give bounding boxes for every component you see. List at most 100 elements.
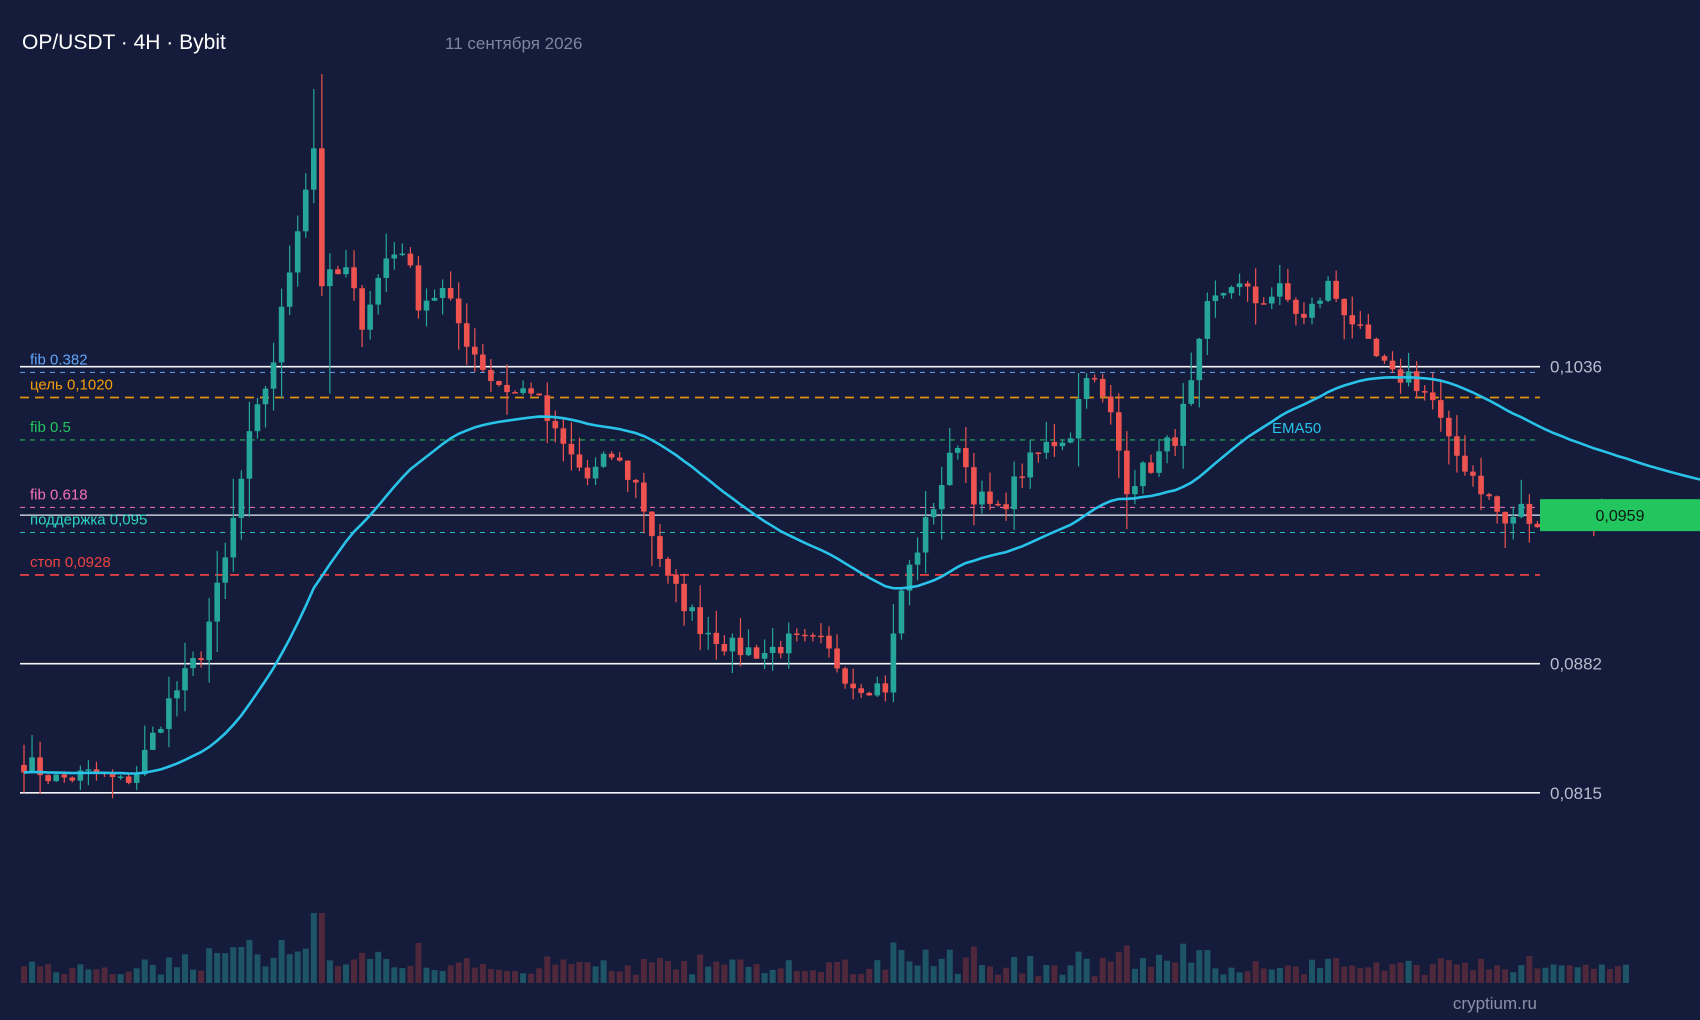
candle-body — [383, 258, 390, 278]
candle — [633, 479, 639, 498]
candle-body — [882, 683, 889, 693]
volume-bar — [600, 960, 607, 983]
volume-bar — [705, 966, 712, 983]
candle — [286, 245, 293, 316]
volume-bar — [1590, 968, 1597, 983]
candle-body — [922, 517, 929, 553]
volume-bar — [697, 954, 704, 983]
candle — [1413, 361, 1420, 399]
volume-bar — [1123, 945, 1130, 983]
candle-body — [1277, 283, 1283, 297]
candle — [327, 253, 333, 394]
candle-body — [1132, 486, 1138, 495]
candle — [536, 393, 542, 396]
candle — [190, 651, 196, 676]
candle — [568, 422, 575, 471]
volume-bar — [834, 961, 841, 983]
candle — [1091, 374, 1098, 383]
candle-body — [818, 635, 824, 638]
candle — [1333, 270, 1339, 302]
current-price-label: 0,0959 — [1596, 508, 1645, 525]
volume-bars — [21, 913, 1629, 983]
volume-bar — [1260, 968, 1267, 983]
candle-body — [238, 478, 245, 518]
candle-body — [125, 776, 132, 783]
candle-body — [206, 621, 212, 661]
candle-body — [753, 647, 760, 659]
candle-body — [1325, 280, 1331, 301]
volume-bar — [1389, 964, 1396, 983]
candle-body — [61, 774, 68, 778]
volume-bar — [1035, 976, 1042, 983]
candle-body — [584, 467, 591, 479]
volume-bar — [1212, 968, 1219, 983]
candle — [1051, 424, 1058, 457]
candle — [995, 500, 1001, 507]
volume-bar — [117, 974, 124, 983]
candle-body — [890, 633, 897, 693]
volume-bar — [761, 973, 768, 983]
candle-body — [850, 683, 856, 689]
candle — [689, 604, 695, 621]
candle-body — [1333, 280, 1339, 299]
volume-bar — [809, 970, 816, 983]
volume-bar — [133, 968, 140, 983]
volume-bar — [1107, 961, 1114, 983]
candle-body — [1188, 380, 1195, 404]
candle — [1244, 280, 1251, 302]
candle-body — [174, 690, 180, 699]
candle — [1019, 463, 1025, 489]
candle — [1293, 297, 1299, 326]
candle-body — [367, 304, 373, 330]
candle-body — [93, 769, 100, 773]
volume-bar — [214, 953, 221, 983]
candle-body — [1172, 437, 1178, 446]
candle-body — [946, 452, 953, 486]
candle — [1140, 461, 1146, 494]
candle-body — [1075, 399, 1082, 439]
candle — [882, 675, 889, 702]
volume-bar — [640, 959, 647, 983]
candle-body — [447, 287, 454, 299]
candle — [1454, 415, 1460, 473]
candle-body — [665, 558, 671, 575]
candle — [69, 776, 76, 783]
candle-body — [1518, 503, 1525, 517]
volume-bar — [1413, 965, 1420, 983]
candle — [955, 445, 961, 460]
volume-bar — [826, 962, 832, 983]
candle-body — [214, 582, 220, 622]
candle — [1470, 465, 1476, 487]
volume-bar — [1365, 967, 1372, 983]
candle — [1462, 435, 1468, 476]
volume-bar — [1526, 955, 1533, 983]
candle — [1389, 351, 1396, 373]
volume-bar — [1606, 969, 1613, 983]
volume-bar — [721, 964, 728, 983]
level-label-fib5: fib 0.5 — [30, 419, 71, 436]
candle-body — [463, 323, 470, 347]
candle-body — [1196, 338, 1203, 381]
volume-bar — [1622, 964, 1629, 983]
candle-body — [1027, 452, 1034, 478]
volume-bar — [375, 951, 382, 983]
candle — [214, 550, 220, 652]
candle-body — [729, 637, 736, 652]
volume-bar — [1445, 960, 1452, 983]
candle — [608, 451, 615, 461]
volume-bar — [576, 961, 583, 983]
candle-body — [995, 503, 1001, 506]
candle-body — [1470, 471, 1476, 476]
candle-body — [375, 277, 381, 305]
candle-body — [528, 388, 534, 394]
candle — [1148, 454, 1154, 474]
candle — [488, 358, 494, 393]
volume-bar — [37, 966, 44, 983]
candle-body — [1035, 452, 1042, 454]
candle-body — [1116, 412, 1122, 451]
volume-bar — [536, 968, 543, 983]
volume-bar — [238, 946, 245, 983]
candle — [673, 569, 679, 603]
volume-bar — [665, 961, 671, 983]
